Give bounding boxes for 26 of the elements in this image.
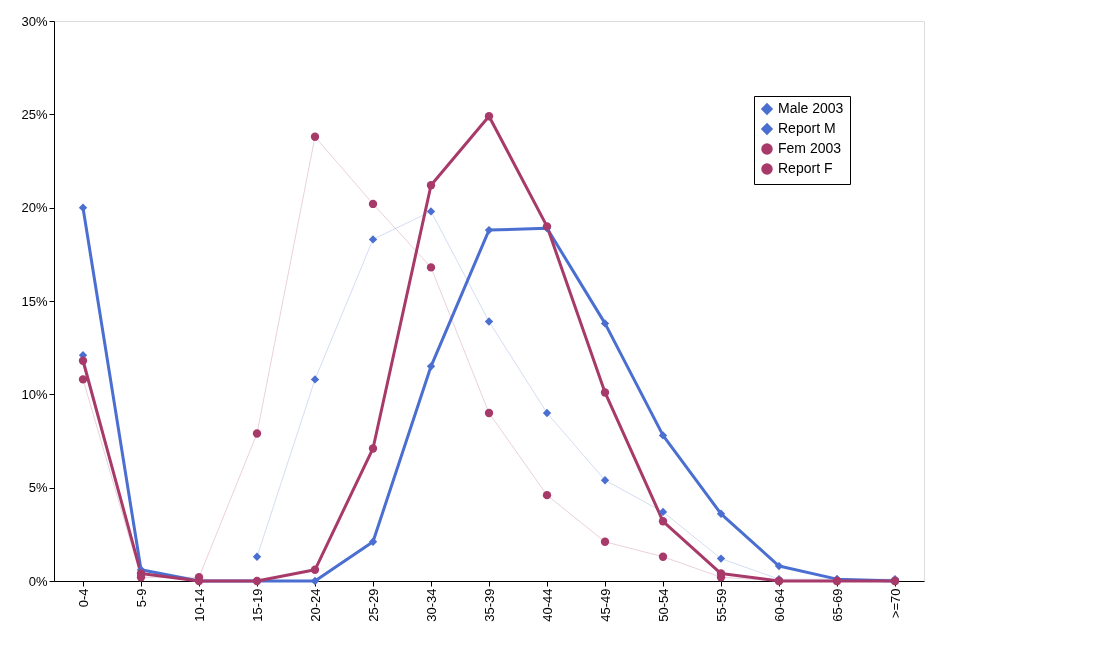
legend-label: Report F	[778, 160, 833, 176]
y-tick-label: 25%	[21, 106, 48, 122]
legend-label: Fem 2003	[778, 140, 842, 156]
x-tick-label: 40-44	[539, 588, 555, 622]
x-tick-label: 20-24	[307, 588, 323, 622]
x-tick-label: 55-59	[713, 588, 729, 622]
x-tick-label: 10-14	[191, 588, 207, 622]
y-tick-label: 0%	[28, 573, 48, 589]
x-tick-label: 45-49	[597, 588, 613, 622]
y-tick-label: 20%	[21, 200, 48, 216]
x-tick-label: 0-4	[75, 588, 91, 608]
y-tick-label: 30%	[21, 13, 48, 29]
x-tick-label: 50-54	[655, 588, 671, 622]
x-tick-label: 35-39	[481, 588, 497, 622]
x-tick-label: 15-19	[249, 588, 265, 622]
y-tick-label: 15%	[21, 293, 48, 309]
x-tick-label: 65-69	[829, 588, 845, 622]
x-tick-label: >=70	[887, 588, 903, 619]
legend-label: Report M	[778, 120, 836, 136]
y-tick-label: 5%	[28, 480, 48, 496]
legend-label: Male 2003	[778, 100, 844, 116]
x-tick-label: 25-29	[365, 588, 381, 622]
y-tick-label: 10%	[21, 386, 48, 402]
x-tick-label: 30-34	[423, 588, 439, 622]
x-tick-label: 60-64	[771, 588, 787, 622]
x-tick-label: 5-9	[133, 588, 149, 608]
